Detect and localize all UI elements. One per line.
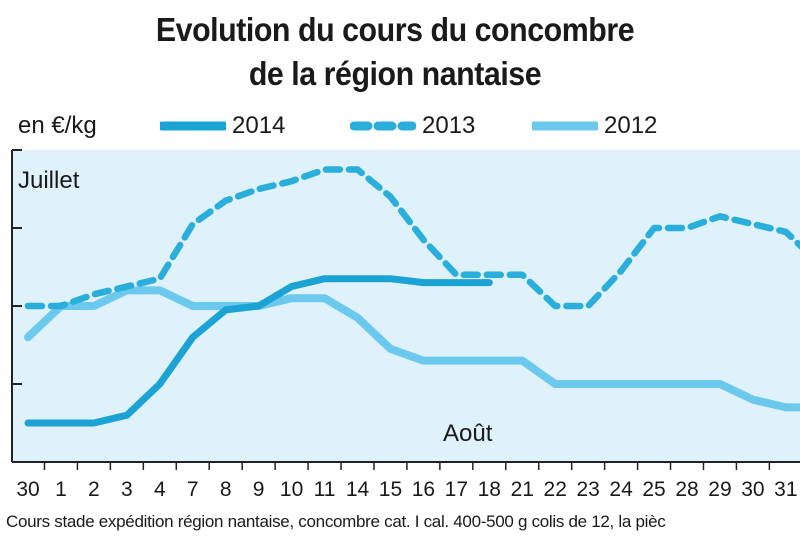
x-tick-label: 11	[314, 478, 336, 501]
legend-label-2013: 2013	[422, 112, 476, 139]
x-tick-label: 7	[187, 478, 199, 501]
x-tick-label: 28	[675, 478, 698, 501]
chart-title: Evolution du cours du concombre de la ré…	[32, 8, 759, 96]
x-tick-label: 31	[774, 478, 797, 501]
x-tick-label: 16	[412, 478, 435, 501]
x-tick-label: 8	[220, 478, 232, 501]
plot-area	[12, 150, 800, 462]
y-axis-unit-label: en €/kg	[18, 112, 97, 139]
x-tick-label: 14	[346, 478, 370, 501]
x-tick-label: 9	[253, 478, 265, 501]
x-tick-label: 10	[280, 478, 303, 501]
series-line-2014	[24, 275, 493, 427]
legend-item-2014: 2014	[160, 112, 285, 140]
x-tick-label: 22	[544, 478, 567, 501]
legend-label-2012: 2012	[604, 112, 658, 139]
x-tick-label: 17	[445, 478, 468, 501]
plot-background-layer	[12, 150, 800, 462]
x-tick-label: 25	[642, 478, 665, 501]
x-tick-label: 21	[511, 478, 534, 501]
x-tick-label: 23	[576, 478, 599, 501]
x-tick-label: 2	[88, 478, 100, 501]
legend-swatch-2013	[350, 121, 416, 131]
x-tick-label: 18	[478, 478, 501, 501]
axis-layer: 30 1 2 3 4 7 8 9 10 11 14 15 16 17 18 21 22 23 24 25 28 29 30 3…	[11, 149, 800, 501]
chart-title-line-2: de la région nantaise	[248, 55, 542, 92]
footnote: Cours stade expédition région nantaise, …	[6, 512, 666, 531]
legend-item-2012: 2012	[532, 112, 657, 140]
month-label-juillet: Juillet	[18, 167, 80, 194]
x-tick-label: 3	[121, 478, 133, 501]
legend-swatch-2014	[160, 121, 226, 131]
x-tick-label: 29	[708, 478, 731, 501]
chart-title-line-1: Evolution du cours du concombre	[155, 11, 635, 48]
x-tick-label: 30	[741, 478, 764, 501]
line-chart: 30 1 2 3 4 7 8 9 10 11 14 15 16 17 18 21 22 23 24 25 28 29 30 3…	[11, 149, 800, 501]
month-label-aout: Août	[443, 420, 493, 447]
legend-label-2014: 2014	[232, 112, 286, 139]
x-tick-label: 15	[379, 478, 402, 501]
series-line-2013	[24, 166, 800, 310]
legend-swatch-2012	[532, 121, 598, 131]
series-layer	[24, 166, 800, 427]
x-tick-label: 1	[55, 478, 67, 501]
legend-item-2013: 2013	[350, 112, 475, 140]
x-tick-label: 30	[16, 478, 39, 501]
x-tick-label: 4	[154, 478, 166, 501]
x-tick-label: 24	[609, 478, 633, 501]
series-line-2012	[24, 286, 800, 412]
